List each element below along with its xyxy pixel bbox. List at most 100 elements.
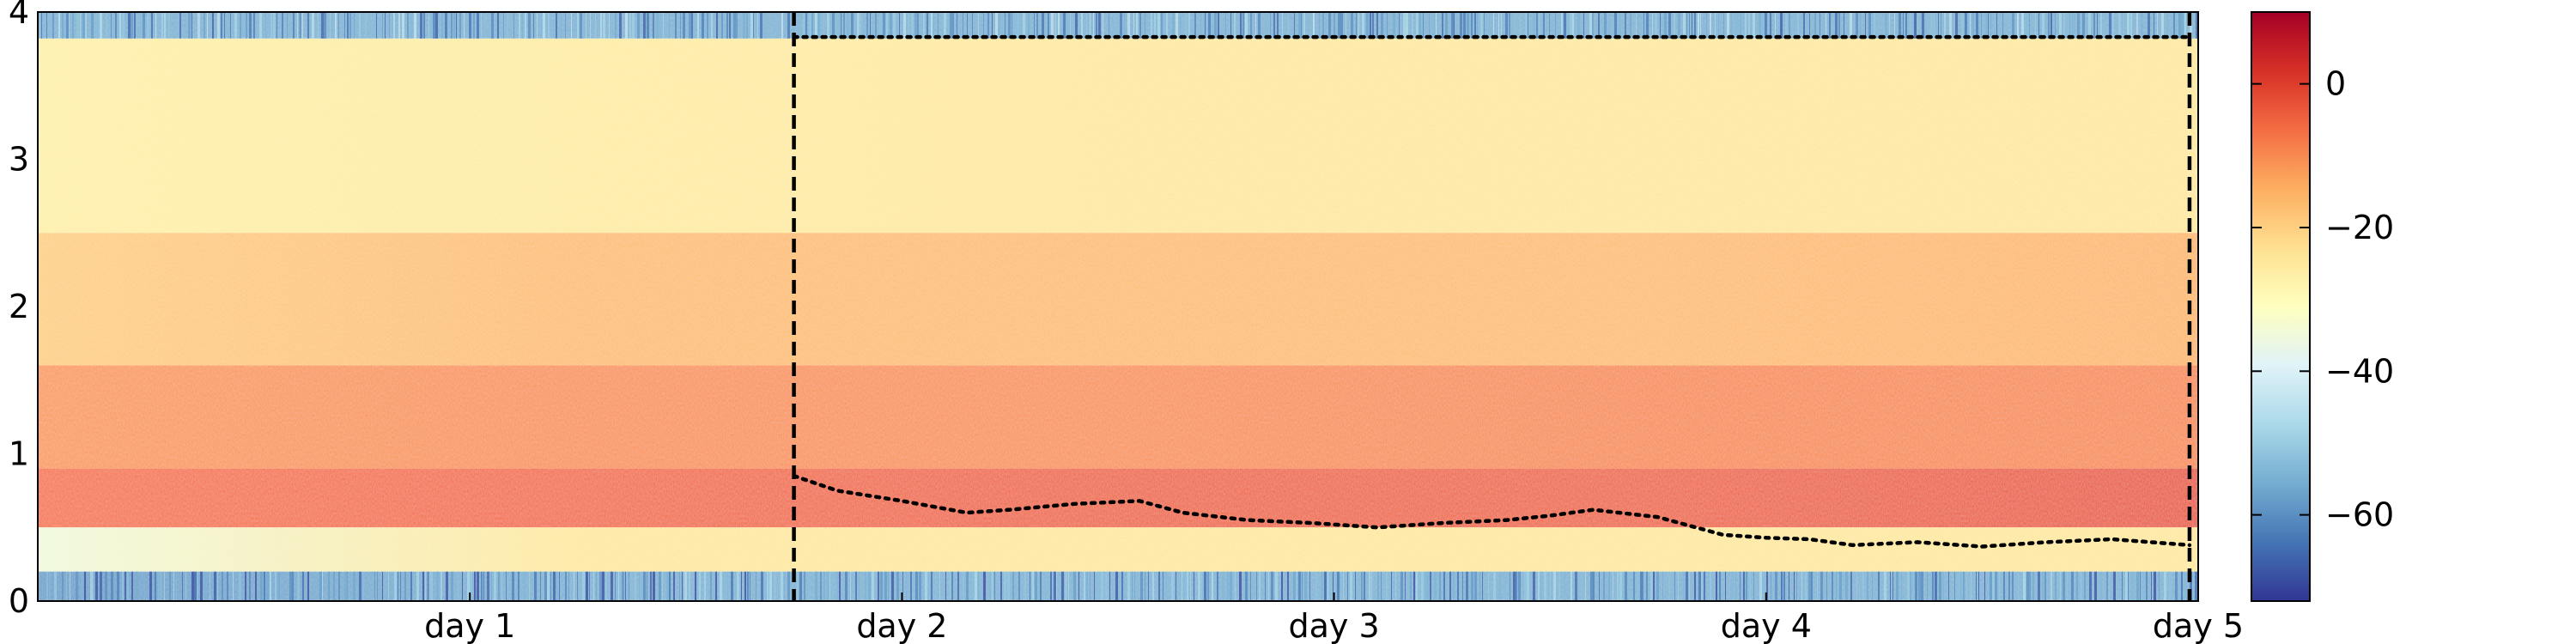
heatmap-stripe (878, 571, 879, 601)
heatmap-stripe (1012, 571, 1014, 601)
heatmap-stripe (1501, 12, 1502, 39)
heatmap-stripe (1625, 571, 1627, 601)
heatmap-stripe (866, 12, 868, 39)
heatmap-stripe (1158, 571, 1160, 601)
heatmap-stripe (224, 12, 225, 39)
heatmap-stripe (2175, 571, 2178, 601)
heatmap-stripe (1139, 12, 1141, 39)
heatmap-stripe (469, 12, 471, 39)
heatmap-stripe (1856, 571, 1857, 601)
heatmap-stripe (255, 571, 257, 601)
heatmap-stripe (1356, 12, 1357, 39)
heatmap-stripe (2154, 571, 2156, 601)
heatmap-stripe (737, 571, 739, 601)
heatmap-stripe (1090, 12, 1091, 39)
heatmap-stripe (1865, 12, 1866, 39)
y-axis: 0 1 2 3 4 (9, 0, 29, 620)
heatmap-stripe (227, 571, 228, 601)
heatmap-stripe (599, 571, 602, 601)
heatmap-stripe (1976, 571, 1977, 601)
heatmap-stripe (2196, 12, 2197, 39)
heatmap-stripe (2003, 571, 2005, 601)
heatmap-stripe (543, 12, 545, 39)
heatmap-stripe (240, 12, 241, 39)
heatmap-stripe (559, 571, 560, 601)
heatmap-stripe (302, 12, 303, 39)
heatmap-stripe (653, 571, 655, 601)
heatmap-stripe (491, 12, 494, 39)
heatmap-stripe (168, 12, 170, 39)
heatmap-stripe (1633, 571, 1635, 601)
heatmap-stripe (173, 571, 174, 601)
heatmap-stripe (2131, 571, 2134, 601)
heatmap-stripe (923, 12, 925, 39)
heatmap-stripe (764, 12, 767, 39)
heatmap-stripe (1710, 571, 1711, 601)
heatmap-stripe (1725, 571, 1726, 601)
heatmap-stripe (1350, 571, 1352, 601)
heatmap-stripe (1540, 571, 1542, 601)
heatmap-stripe (246, 12, 247, 39)
heatmap-stripe (1124, 12, 1125, 39)
heatmap-stripe (731, 571, 733, 601)
heatmap-stripe (374, 571, 375, 601)
heatmap-stripe (1570, 12, 1572, 39)
heatmap-stripe (659, 571, 661, 601)
heatmap-stripe (827, 12, 829, 39)
heatmap-stripe (2032, 571, 2034, 601)
heatmap-stripe (939, 571, 940, 601)
heatmap-stripe (680, 12, 681, 39)
heatmap-band (38, 468, 2198, 528)
heatmap-stripe (919, 571, 921, 601)
heatmap-stripe (1889, 12, 1890, 39)
heatmap-stripe (1477, 12, 1478, 39)
heatmap-stripe (131, 571, 133, 601)
colorbar: 0 −20 −40 −60 (2251, 11, 2394, 602)
heatmap-stripe (1966, 571, 1967, 601)
heatmap-stripe (2181, 12, 2184, 39)
heatmap-stripe (1220, 12, 1221, 39)
heatmap-stripe (595, 12, 596, 39)
heatmap-stripe (1636, 12, 1637, 39)
heatmap-stripe (781, 12, 783, 39)
heatmap-stripe (464, 12, 465, 39)
heatmap-stripe (582, 571, 585, 601)
heatmap-stripe (1930, 12, 1933, 39)
heatmap-stripe (761, 571, 763, 601)
heatmap-stripe (1258, 12, 1261, 39)
heatmap-stripe (635, 571, 636, 601)
heatmap-stripe (1630, 12, 1631, 39)
heatmap-stripe (1322, 12, 1324, 39)
heatmap-stripe (989, 571, 991, 601)
heatmap-stripe (459, 12, 461, 39)
heatmap-stripe (2184, 571, 2185, 601)
heatmap-stripe (90, 571, 93, 601)
heatmap-stripe (111, 571, 113, 601)
heatmap-stripe (884, 571, 887, 601)
heatmap-stripe (1004, 571, 1006, 601)
heatmap-stripe (1910, 12, 1911, 39)
heatmap-stripe (485, 12, 486, 39)
heatmap-stripe (999, 12, 1000, 39)
heatmap-stripe (1436, 12, 1437, 39)
heatmap-stripe (1608, 12, 1610, 39)
heatmap-stripe (1007, 571, 1010, 601)
heatmap-stripe (1746, 571, 1747, 601)
heatmap-stripe (727, 571, 728, 601)
heatmap-stripe (1759, 571, 1762, 601)
heatmap-stripe (1498, 12, 1499, 39)
heatmap-stripe (537, 12, 538, 39)
heatmap-stripe (1245, 12, 1248, 39)
heatmap-stripe (1255, 12, 1256, 39)
heatmap-stripe (1166, 12, 1168, 39)
heatmap-stripe (757, 12, 758, 39)
heatmap-stripe (1296, 571, 1297, 601)
heatmap-stripe (2136, 571, 2139, 601)
heatmap-stripe (1629, 571, 1630, 601)
heatmap-stripe (799, 12, 801, 39)
heatmap-stripe (1381, 571, 1382, 601)
x-tick-label: day 1 (424, 607, 515, 644)
heatmap-stripe (1423, 12, 1424, 39)
heatmap-stripe (2116, 571, 2117, 601)
heatmap-stripe (1762, 571, 1765, 601)
